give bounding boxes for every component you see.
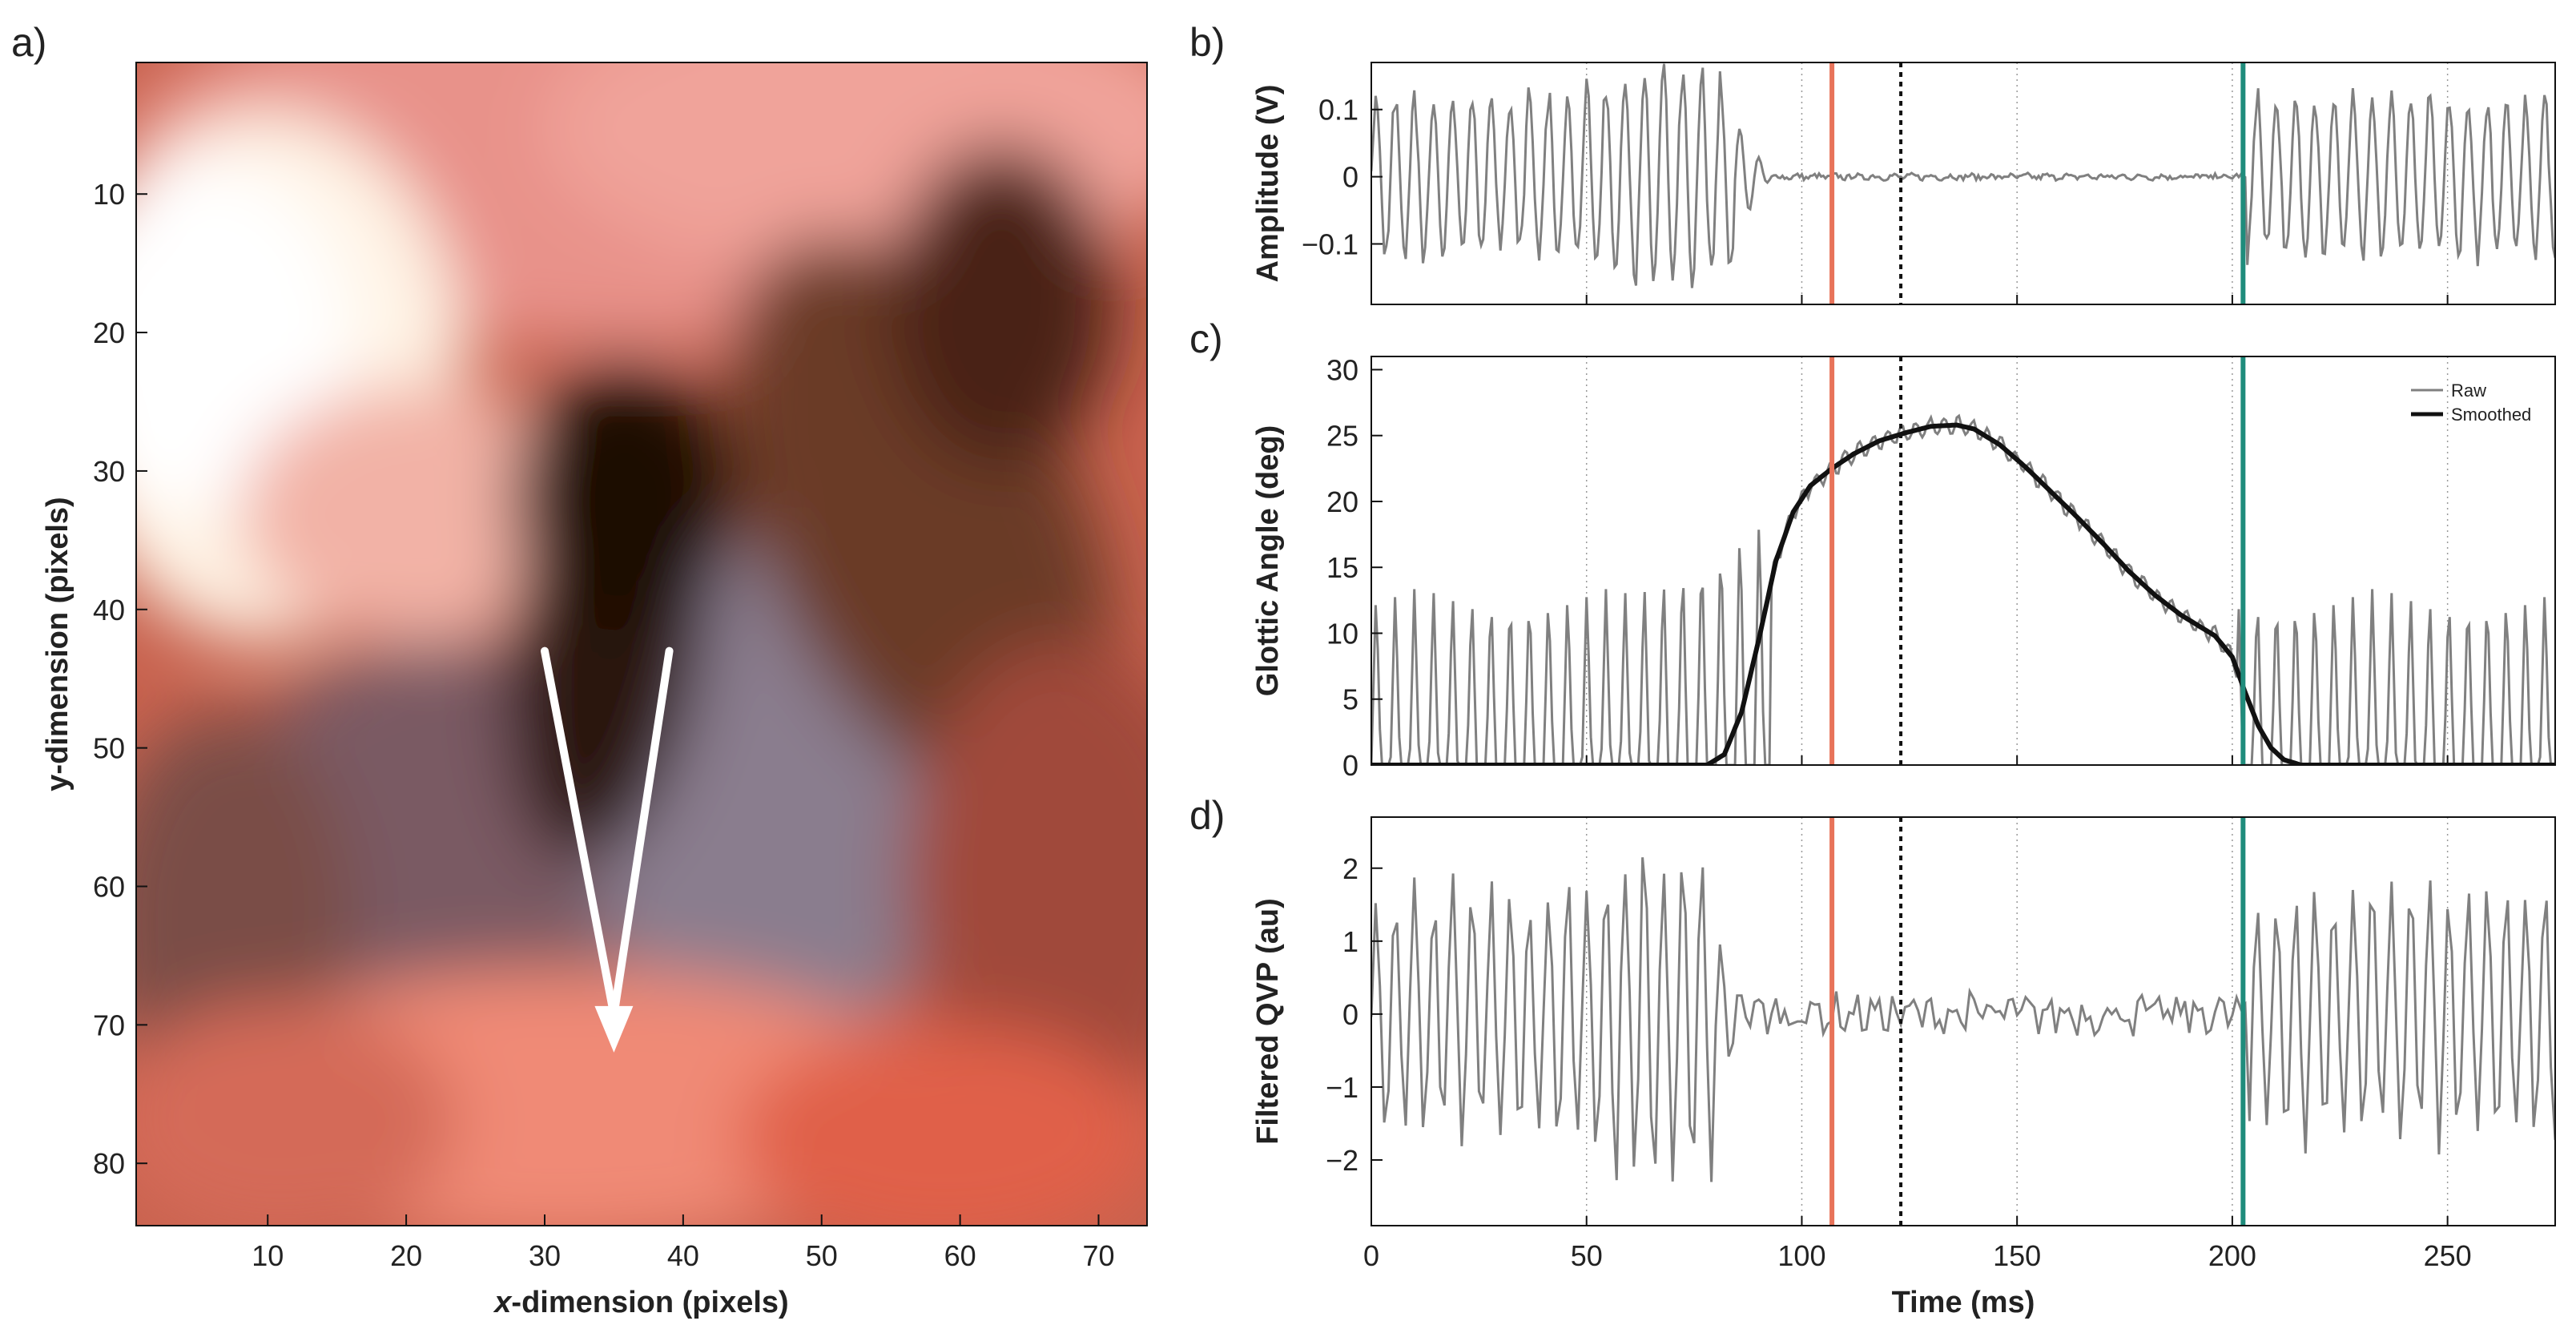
panel-a-ytick-label: 10 (93, 178, 125, 211)
panel-d-ytick-label: −2 (1326, 1144, 1358, 1177)
panel-c-frame (1371, 356, 2556, 766)
panel-a-xtick-label: 60 (944, 1239, 976, 1272)
panel-d-ticks: 2 1 0 −1 −2 0 50 100 150 200 250 (1326, 852, 2472, 1272)
panel-c-ytick-label: 25 (1326, 420, 1358, 453)
image-frame (135, 62, 1148, 1226)
panel-c-ytick-label: 10 (1326, 617, 1358, 650)
panel-a-xlabel-rest: -dimension (pixels) (511, 1286, 788, 1319)
panel-c-ytick-label: 5 (1342, 683, 1358, 716)
panel-a-xtick-label: 20 (390, 1239, 422, 1272)
panel-a-ytick-label: 20 (93, 316, 125, 349)
panel-c-ytick-label: 20 (1326, 485, 1358, 518)
panel-a-xlabel-prefix: x (493, 1286, 513, 1319)
panel-c-gridlines (1585, 356, 2449, 765)
arrowhead (594, 1005, 634, 1053)
panel-a-letter: a) (11, 20, 46, 65)
panel-b-ticks: 0.1 0 −0.1 (1302, 94, 2449, 304)
panel-c-ticks: 0 5 10 15 20 25 30 (1326, 353, 2449, 782)
panel-d-frame (1371, 816, 2556, 1226)
panel-a-ytick-label: 40 (93, 594, 125, 626)
panel-b-amplitude: b) 0.1 0 −0.1 Amplitude (V) (1189, 20, 2556, 305)
panel-a-ytick-label: 60 (93, 871, 125, 904)
panel-c-ytick-label: 30 (1326, 353, 1358, 386)
panel-b-ylabel: Amplitude (V) (1251, 85, 1285, 283)
panel-c-smoothed-trace (1371, 422, 2555, 765)
panel-c-time-markers (1829, 356, 2246, 765)
panel-a-ytick-label: 50 (93, 732, 125, 765)
panel-a-xlabel: x-dimension (pixels) (493, 1286, 788, 1319)
legend-raw-label: Raw (2451, 381, 2486, 401)
panel-c-letter: c) (1189, 316, 1223, 361)
panel-c-glottic-angle: c) 0 5 10 15 20 25 30 Raw Smoothed Glottic Ang… (1189, 316, 2556, 782)
panel-c-raw-trace (1371, 413, 2555, 765)
panel-c-ytick-label: 15 (1326, 551, 1358, 584)
panel-a-ticks: 10 20 30 40 50 60 70 10 20 30 40 50 60 70 80 (93, 178, 1115, 1272)
panel-d-gridlines (1585, 817, 2449, 1226)
panel-d-xtick-label: 200 (2208, 1239, 2256, 1272)
panel-b-ytick-label: 0.1 (1318, 94, 1358, 127)
panel-d-ytick-label: 2 (1342, 852, 1358, 885)
panel-c-ytick-label: 0 (1342, 749, 1358, 782)
panel-b-letter: b) (1189, 20, 1225, 65)
panel-b-ytick-label: −0.1 (1302, 228, 1358, 261)
panel-d-xtick-label: 250 (2424, 1239, 2472, 1272)
panel-b-time-markers (1829, 62, 2246, 304)
panel-b-amplitude-trace (1371, 63, 2555, 288)
panel-d-xtick-label: 50 (1571, 1239, 1603, 1272)
panel-a-xtick-label: 10 (252, 1239, 284, 1272)
panel-d-letter: d) (1189, 793, 1225, 838)
legend-smoothed-label: Smoothed (2451, 405, 2531, 425)
panel-a-xtick-label: 40 (667, 1239, 699, 1272)
panel-d-ytick-label: 1 (1342, 925, 1358, 958)
panel-b-gridlines (1585, 62, 2449, 304)
panel-b-frame (1371, 62, 2556, 305)
panel-a-ytick-label: 30 (93, 455, 125, 488)
glottic-angle-arrow (540, 646, 674, 1053)
panel-a-xtick-label: 70 (1082, 1239, 1114, 1272)
panel-d-ylabel: Filtered QVP (au) (1251, 898, 1285, 1145)
panel-d-xlabel: Time (ms) (1892, 1286, 2035, 1319)
panel-b-ytick-label: 0 (1342, 161, 1358, 194)
panel-d-xtick-label: 0 (1363, 1239, 1379, 1272)
panel-d-time-markers (1829, 817, 2246, 1226)
panel-d-xtick-label: 150 (1993, 1239, 2041, 1272)
arrow-left-branch (540, 646, 618, 1019)
panel-d-filtered-qvp: d) 2 1 0 −1 −2 0 50 100 150 200 250 Filtered QVP (… (1189, 793, 2556, 1319)
panel-a-ytick-label: 80 (93, 1147, 125, 1180)
glottis-image (136, 62, 1147, 1226)
panel-d-qvp-trace (1371, 857, 2555, 1182)
panel-a-ytick-label: 70 (93, 1009, 125, 1041)
panel-a-ylabel: y-dimension (pixels) (41, 497, 74, 791)
panel-c-legend: Raw Smoothed (2411, 381, 2531, 425)
panel-a-xtick-label: 30 (529, 1239, 561, 1272)
panel-d-xtick-label: 100 (1777, 1239, 1825, 1272)
panel-a-image: a) (11, 20, 1148, 1319)
arrow-right-branch (610, 646, 674, 1019)
panel-c-ylabel: Glottic Angle (deg) (1251, 425, 1285, 696)
panel-d-ytick-label: −1 (1326, 1071, 1358, 1104)
panel-d-ytick-label: 0 (1342, 998, 1358, 1031)
panel-a-xtick-label: 50 (806, 1239, 838, 1272)
